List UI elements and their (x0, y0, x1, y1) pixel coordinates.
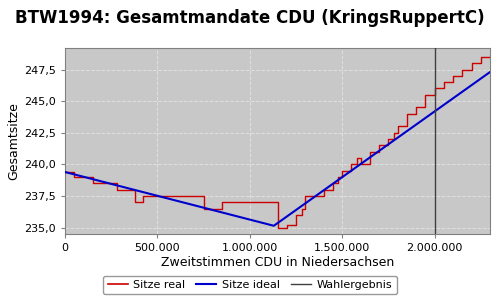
X-axis label: Zweitstimmen CDU in Niedersachsen: Zweitstimmen CDU in Niedersachsen (161, 256, 394, 269)
Legend: Sitze real, Sitze ideal, Wahlergebnis: Sitze real, Sitze ideal, Wahlergebnis (103, 276, 397, 294)
Y-axis label: Gesamtsitze: Gesamtsitze (7, 102, 20, 180)
Text: BTW1994: Gesamtmandate CDU (KringsRuppertC): BTW1994: Gesamtmandate CDU (KringsRupper… (15, 9, 485, 27)
